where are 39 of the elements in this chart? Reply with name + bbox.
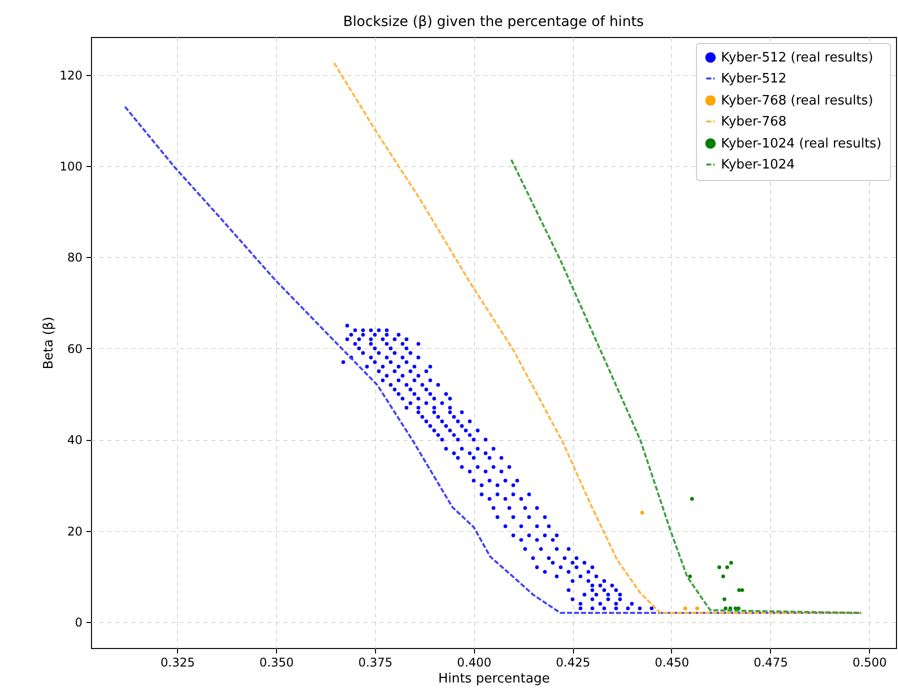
legend-label: Kyber-512 (real results) [721, 50, 874, 66]
point [683, 606, 688, 610]
x-tick-label: 0.350 [259, 656, 294, 670]
legend-label: Kyber-1024 [721, 158, 795, 172]
legend-label: Kyber-768 [721, 114, 787, 130]
point [729, 560, 733, 565]
point [717, 565, 722, 570]
x-tick-label: 0.325 [160, 656, 195, 670]
legend-label: Kyber-512 [721, 72, 787, 86]
x-tick-label: 0.475 [754, 656, 788, 670]
point [737, 588, 741, 592]
x-tick-label: 0.500 [852, 656, 887, 670]
y-tick-label: 100 [60, 160, 82, 174]
line-series [510, 158, 862, 614]
y-tick-label: 40 [67, 433, 82, 448]
x-tick-label: 0.400 [457, 656, 492, 670]
point [724, 606, 728, 610]
y-axis-title: Beta (β) [42, 316, 57, 370]
x-tick-label: 0.375 [358, 656, 393, 670]
point [688, 574, 692, 578]
point [690, 497, 694, 501]
point [725, 565, 730, 570]
chart-title: Blocksize (β) given the percentage of hints [343, 14, 644, 30]
point [722, 597, 726, 602]
x-axis-title: Hints percentage [438, 672, 550, 686]
point [740, 588, 744, 592]
y-tick-label: 20 [67, 524, 82, 538]
y-tick-label: 120 [60, 68, 82, 82]
point [736, 606, 741, 610]
legend-label: Kyber-1024 (real results) [721, 136, 882, 152]
x-tick-label: 0.450 [654, 656, 690, 670]
y-tick-label: 0 [74, 616, 82, 630]
y-tick-label: 60 [67, 342, 82, 356]
point [695, 606, 699, 610]
x-tick-label: 0.425 [556, 656, 590, 670]
point [721, 574, 726, 578]
legend-label: Kyber-768 (real results) [721, 94, 874, 108]
point [640, 510, 644, 514]
y-tick-label: 80 [67, 250, 82, 265]
